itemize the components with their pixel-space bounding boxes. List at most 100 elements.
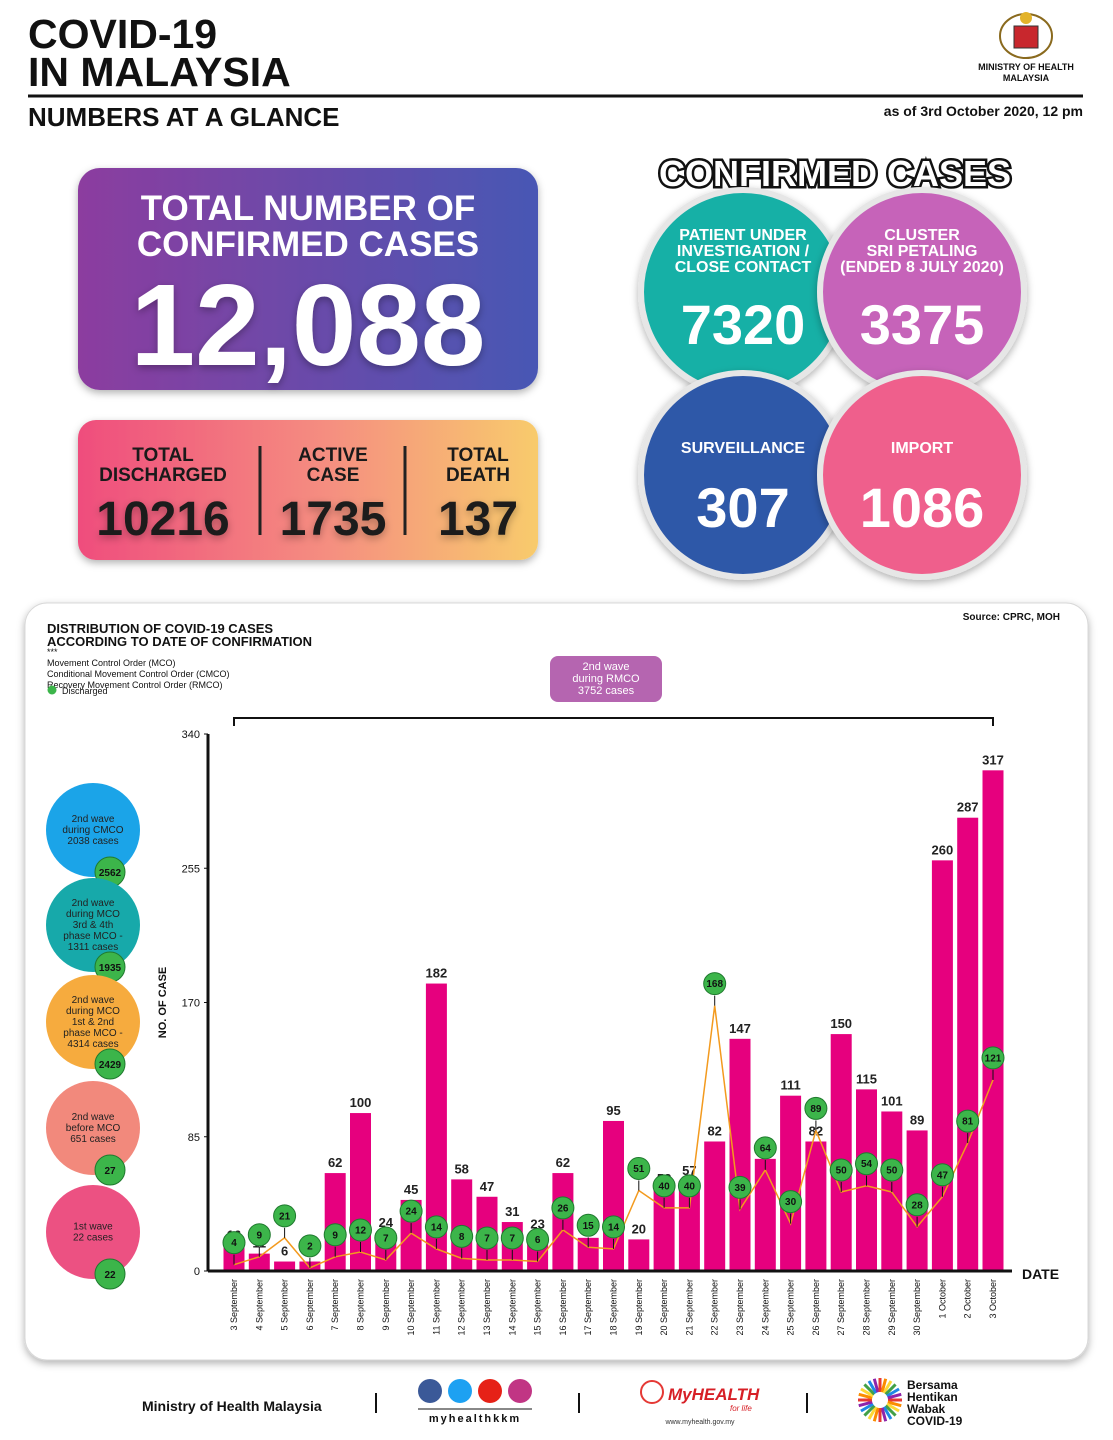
separator [375, 1393, 377, 1413]
wave-label: 22 cases [73, 1233, 113, 1244]
bar [830, 1034, 852, 1271]
x-tick-label: 4 September [254, 1279, 264, 1331]
bar-value-label: 62 [328, 1155, 342, 1170]
title: IN MALAYSIA [28, 49, 291, 95]
wave-discharged-badge [94, 1154, 126, 1186]
bar [780, 1095, 802, 1271]
bar [931, 860, 953, 1271]
y-tick-label: 255 [182, 863, 200, 875]
bar-value-label: 100 [350, 1095, 372, 1110]
discharged-label: 54 [861, 1159, 873, 1170]
slogan-line: Wabak [907, 1402, 946, 1416]
bar-value-label: 47 [480, 1179, 494, 1194]
discharged-point [475, 1226, 499, 1250]
discharged-point [450, 1224, 474, 1248]
x-axis-label: DATE [1022, 1266, 1059, 1282]
discharged-label: 50 [886, 1166, 898, 1177]
discharged-label: 14 [608, 1222, 620, 1233]
discharged-point [500, 1226, 524, 1250]
wave-discharged-badge [94, 1258, 126, 1290]
wave-discharged: 27 [104, 1166, 116, 1177]
discharged-point [349, 1218, 372, 1242]
x-tick-label: 1 October [937, 1279, 947, 1319]
handle: myhealthkkm [429, 1413, 521, 1425]
wave-label: 2nd wave [72, 898, 115, 909]
ray [867, 1406, 878, 1420]
discharged-label: 15 [583, 1221, 595, 1232]
discharged-point [855, 1152, 878, 1176]
summary-value: 1735 [280, 493, 387, 546]
bar [274, 1261, 296, 1271]
bar [628, 1239, 650, 1271]
discharged-point [728, 1175, 752, 1199]
discharged-label: 89 [810, 1104, 822, 1115]
y-tick-label: 85 [188, 1132, 200, 1144]
case-label: IMPORT [891, 440, 953, 457]
case-value: 307 [696, 476, 789, 539]
x-tick-label: 25 September [786, 1279, 796, 1336]
discharged-label: 64 [760, 1143, 772, 1154]
case-label: SURVEILLANCE [681, 440, 805, 457]
bar-value-label: 182 [426, 966, 448, 981]
case-circle [638, 370, 848, 580]
x-tick-label: 3 October [988, 1279, 998, 1319]
as-of: as of 3rd October 2020, 12 pm [884, 103, 1083, 119]
total-card [78, 168, 538, 390]
x-tick-label: 3 September [229, 1279, 239, 1331]
wave-label: phase MCO - [63, 1028, 122, 1039]
chart-note: *** [47, 647, 58, 657]
discharged-label: 6 [535, 1235, 541, 1246]
ray [886, 1402, 900, 1413]
subtitle: NUMBERS AT A GLANCE [28, 102, 340, 132]
crest [999, 12, 1053, 59]
separator [578, 1393, 580, 1413]
bar-value-label: 6 [281, 1244, 288, 1259]
discharged-point [298, 1234, 322, 1258]
case-value: 7320 [681, 293, 806, 356]
summary-label: TOTAL [447, 445, 509, 466]
x-tick-label: 24 September [760, 1279, 770, 1336]
case-label: (ENDED 8 JULY 2020) [840, 259, 1004, 276]
bar-value-label: 260 [932, 842, 954, 857]
x-tick-label: 22 September [710, 1279, 720, 1336]
x-tick-label: 15 September [533, 1279, 543, 1336]
wave-label: during MCO [66, 1006, 120, 1017]
bar-value-label: 111 [780, 1078, 800, 1093]
discharged-point [753, 1136, 777, 1160]
chart-note: Recovery Movement Control Order (RMCO) [47, 680, 223, 690]
case-value: 1086 [860, 476, 985, 539]
chart: DISTRIBUTION OF COVID-19 CASESACCORDING … [46, 612, 1060, 1336]
x-tick-label: 12 September [457, 1279, 467, 1336]
discharged-point [804, 1096, 828, 1120]
bar [577, 1237, 599, 1271]
discharged-label: 168 [706, 979, 723, 990]
discharged-label: 7 [484, 1233, 490, 1244]
chart-note: Conditional Movement Control Order (CMCO… [47, 669, 230, 679]
discharged-label: 9 [257, 1230, 263, 1241]
x-tick-label: 30 September [912, 1279, 922, 1336]
ray [880, 1407, 888, 1422]
discharged-label: 7 [383, 1233, 389, 1244]
case-circle [817, 187, 1027, 397]
ray [863, 1383, 876, 1396]
discharged-point [424, 1215, 448, 1239]
case-value: 3375 [860, 293, 985, 356]
wave-label: 1st & 2nd [72, 1017, 114, 1028]
summary-value: 137 [438, 493, 518, 546]
bar [704, 1141, 726, 1271]
discharged-label: 47 [937, 1170, 949, 1181]
bar-value-label: 287 [957, 800, 979, 815]
chart-title: ACCORDING TO DATE OF CONFIRMATION [47, 634, 312, 649]
annotation-box [550, 656, 662, 702]
legend-label: Discharged [62, 686, 108, 696]
slogan-line: COVID-19 [907, 1414, 963, 1428]
bar-value-label: 58 [454, 1161, 468, 1176]
ray [887, 1392, 902, 1400]
brand-icon [640, 1380, 664, 1404]
bar-value-label: 82 [707, 1123, 721, 1138]
discharged-point [627, 1156, 651, 1180]
annotation: 3752 cases [578, 685, 635, 697]
x-tick-label: 16 September [558, 1279, 568, 1336]
ray [872, 1407, 880, 1422]
total-label: TOTAL NUMBER OF [141, 189, 475, 228]
